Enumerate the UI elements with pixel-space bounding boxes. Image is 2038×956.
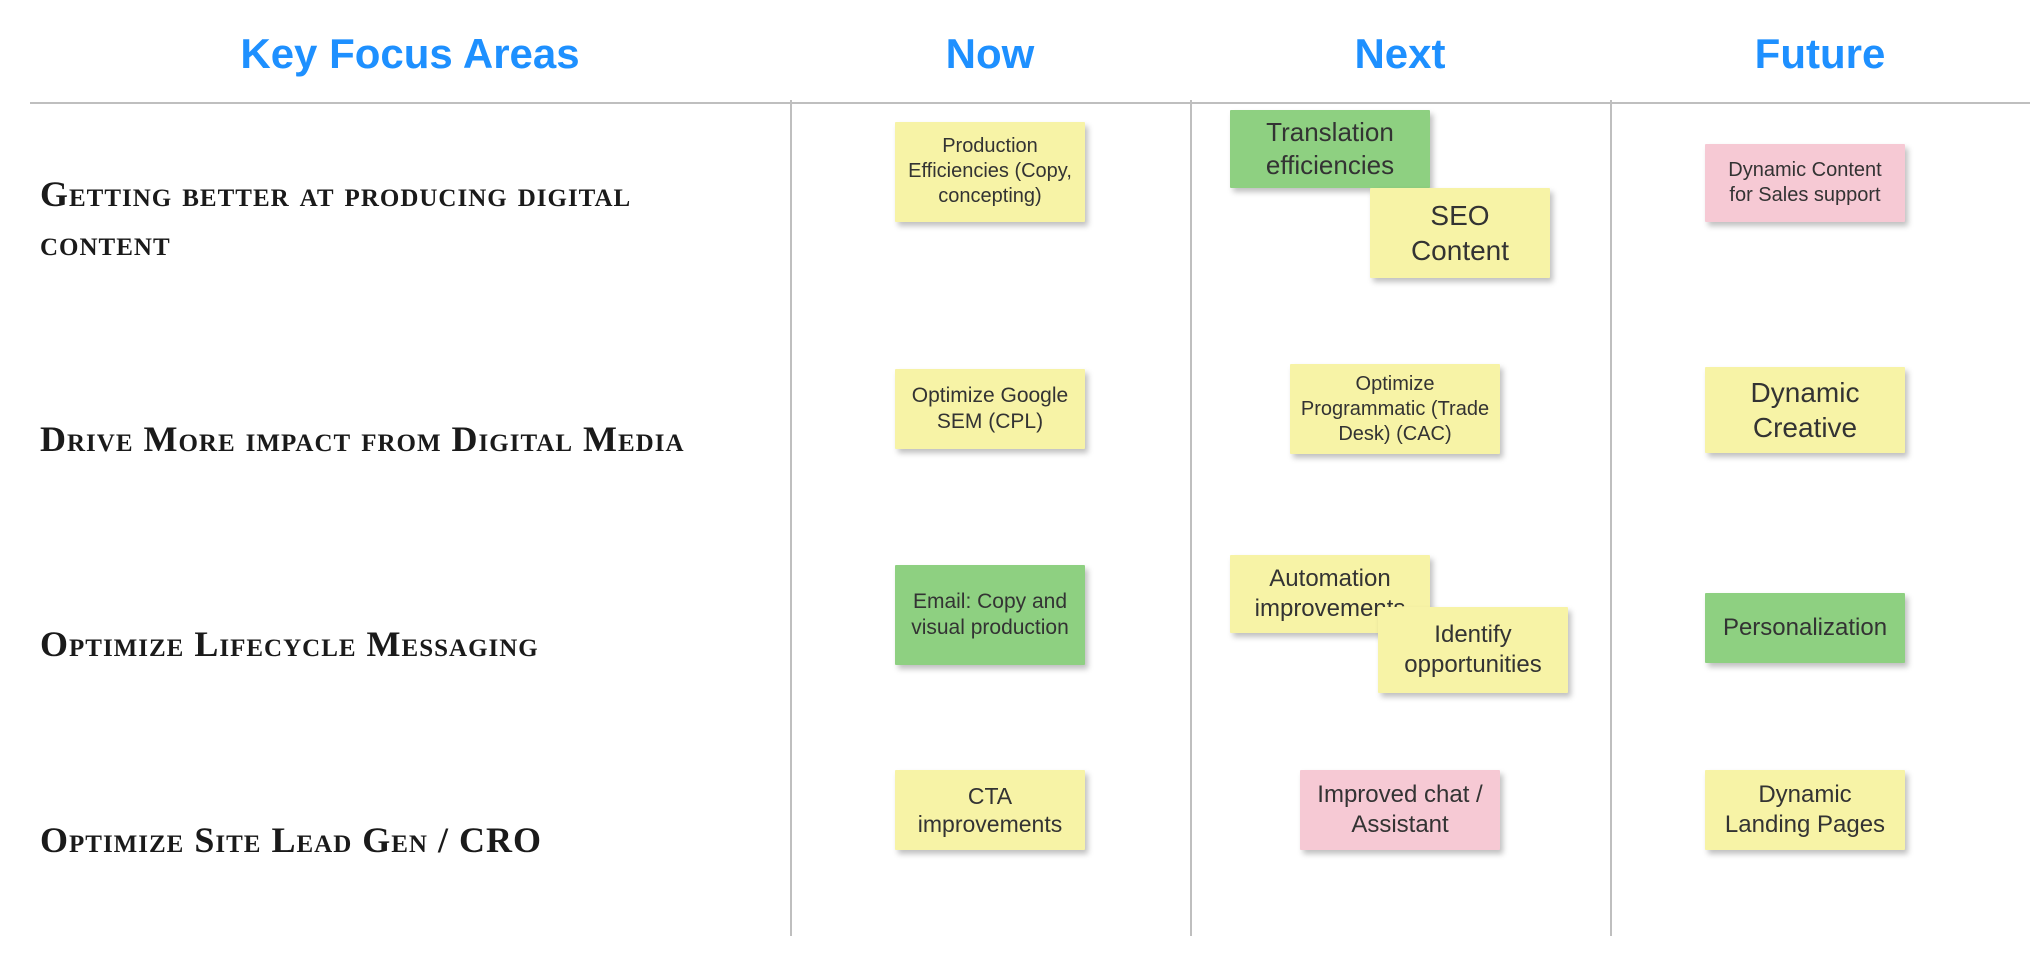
sticky-note[interactable]: SEO Content xyxy=(1370,188,1550,278)
sticky-note[interactable]: Email: Copy and visual production xyxy=(895,565,1085,665)
sticky-note[interactable]: Dynamic Content for Sales support xyxy=(1705,144,1905,222)
sticky-note[interactable]: Optimize Programmatic (Trade Desk) (CAC) xyxy=(1290,364,1500,454)
sticky-note[interactable]: Improved chat / Assistant xyxy=(1300,770,1500,850)
cell-now: CTA improvements xyxy=(790,750,1190,930)
cell-next: Translation efficienciesSEO Content xyxy=(1190,104,1610,334)
roadmap-grid: Key Focus Areas Now Next Future Getting … xyxy=(30,20,2008,936)
cell-now: Email: Copy and visual production xyxy=(790,545,1190,745)
column-divider xyxy=(1190,100,1192,936)
focus-area-text: Drive More impact from Digital Media xyxy=(40,415,685,464)
column-divider xyxy=(1610,100,1612,936)
focus-area-text: Optimize Site Lead Gen / CRO xyxy=(40,816,542,865)
focus-area-label: Optimize Site Lead Gen / CRO xyxy=(30,750,790,930)
col-header-focus: Key Focus Areas xyxy=(30,20,790,104)
col-header-now: Now xyxy=(790,20,1190,104)
sticky-note[interactable]: CTA improvements xyxy=(895,770,1085,850)
focus-area-label: Getting better at producing digital cont… xyxy=(30,104,790,334)
sticky-note[interactable]: Production Efficiencies (Copy, conceptin… xyxy=(895,122,1085,222)
cell-future: Personalization xyxy=(1610,545,2030,745)
cell-future: Dynamic Content for Sales support xyxy=(1610,104,2030,334)
cell-future: Dynamic Creative xyxy=(1610,339,2030,539)
cell-now: Optimize Google SEM (CPL) xyxy=(790,339,1190,539)
sticky-note[interactable]: Personalization xyxy=(1705,593,1905,663)
column-divider xyxy=(790,100,792,936)
cell-now: Production Efficiencies (Copy, conceptin… xyxy=(790,104,1190,334)
sticky-note[interactable]: Optimize Google SEM (CPL) xyxy=(895,369,1085,449)
roadmap-board: Key Focus Areas Now Next Future Getting … xyxy=(0,0,2038,956)
focus-area-text: Optimize Lifecycle Messaging xyxy=(40,620,539,669)
focus-area-text: Getting better at producing digital cont… xyxy=(40,170,750,267)
focus-area-label: Optimize Lifecycle Messaging xyxy=(30,545,790,745)
col-header-future: Future xyxy=(1610,20,2030,104)
sticky-note[interactable]: Dynamic Landing Pages xyxy=(1705,770,1905,850)
sticky-note[interactable]: Identify opportunities xyxy=(1378,607,1568,693)
col-header-next: Next xyxy=(1190,20,1610,104)
cell-future: Dynamic Landing Pages xyxy=(1610,750,2030,930)
sticky-note[interactable]: Translation efficiencies xyxy=(1230,110,1430,188)
cell-next: Automation improvementsIdentify opportun… xyxy=(1190,545,1610,745)
cell-next: Optimize Programmatic (Trade Desk) (CAC) xyxy=(1190,339,1610,539)
cell-next: Improved chat / Assistant xyxy=(1190,750,1610,930)
focus-area-label: Drive More impact from Digital Media xyxy=(30,339,790,539)
sticky-note[interactable]: Dynamic Creative xyxy=(1705,367,1905,453)
